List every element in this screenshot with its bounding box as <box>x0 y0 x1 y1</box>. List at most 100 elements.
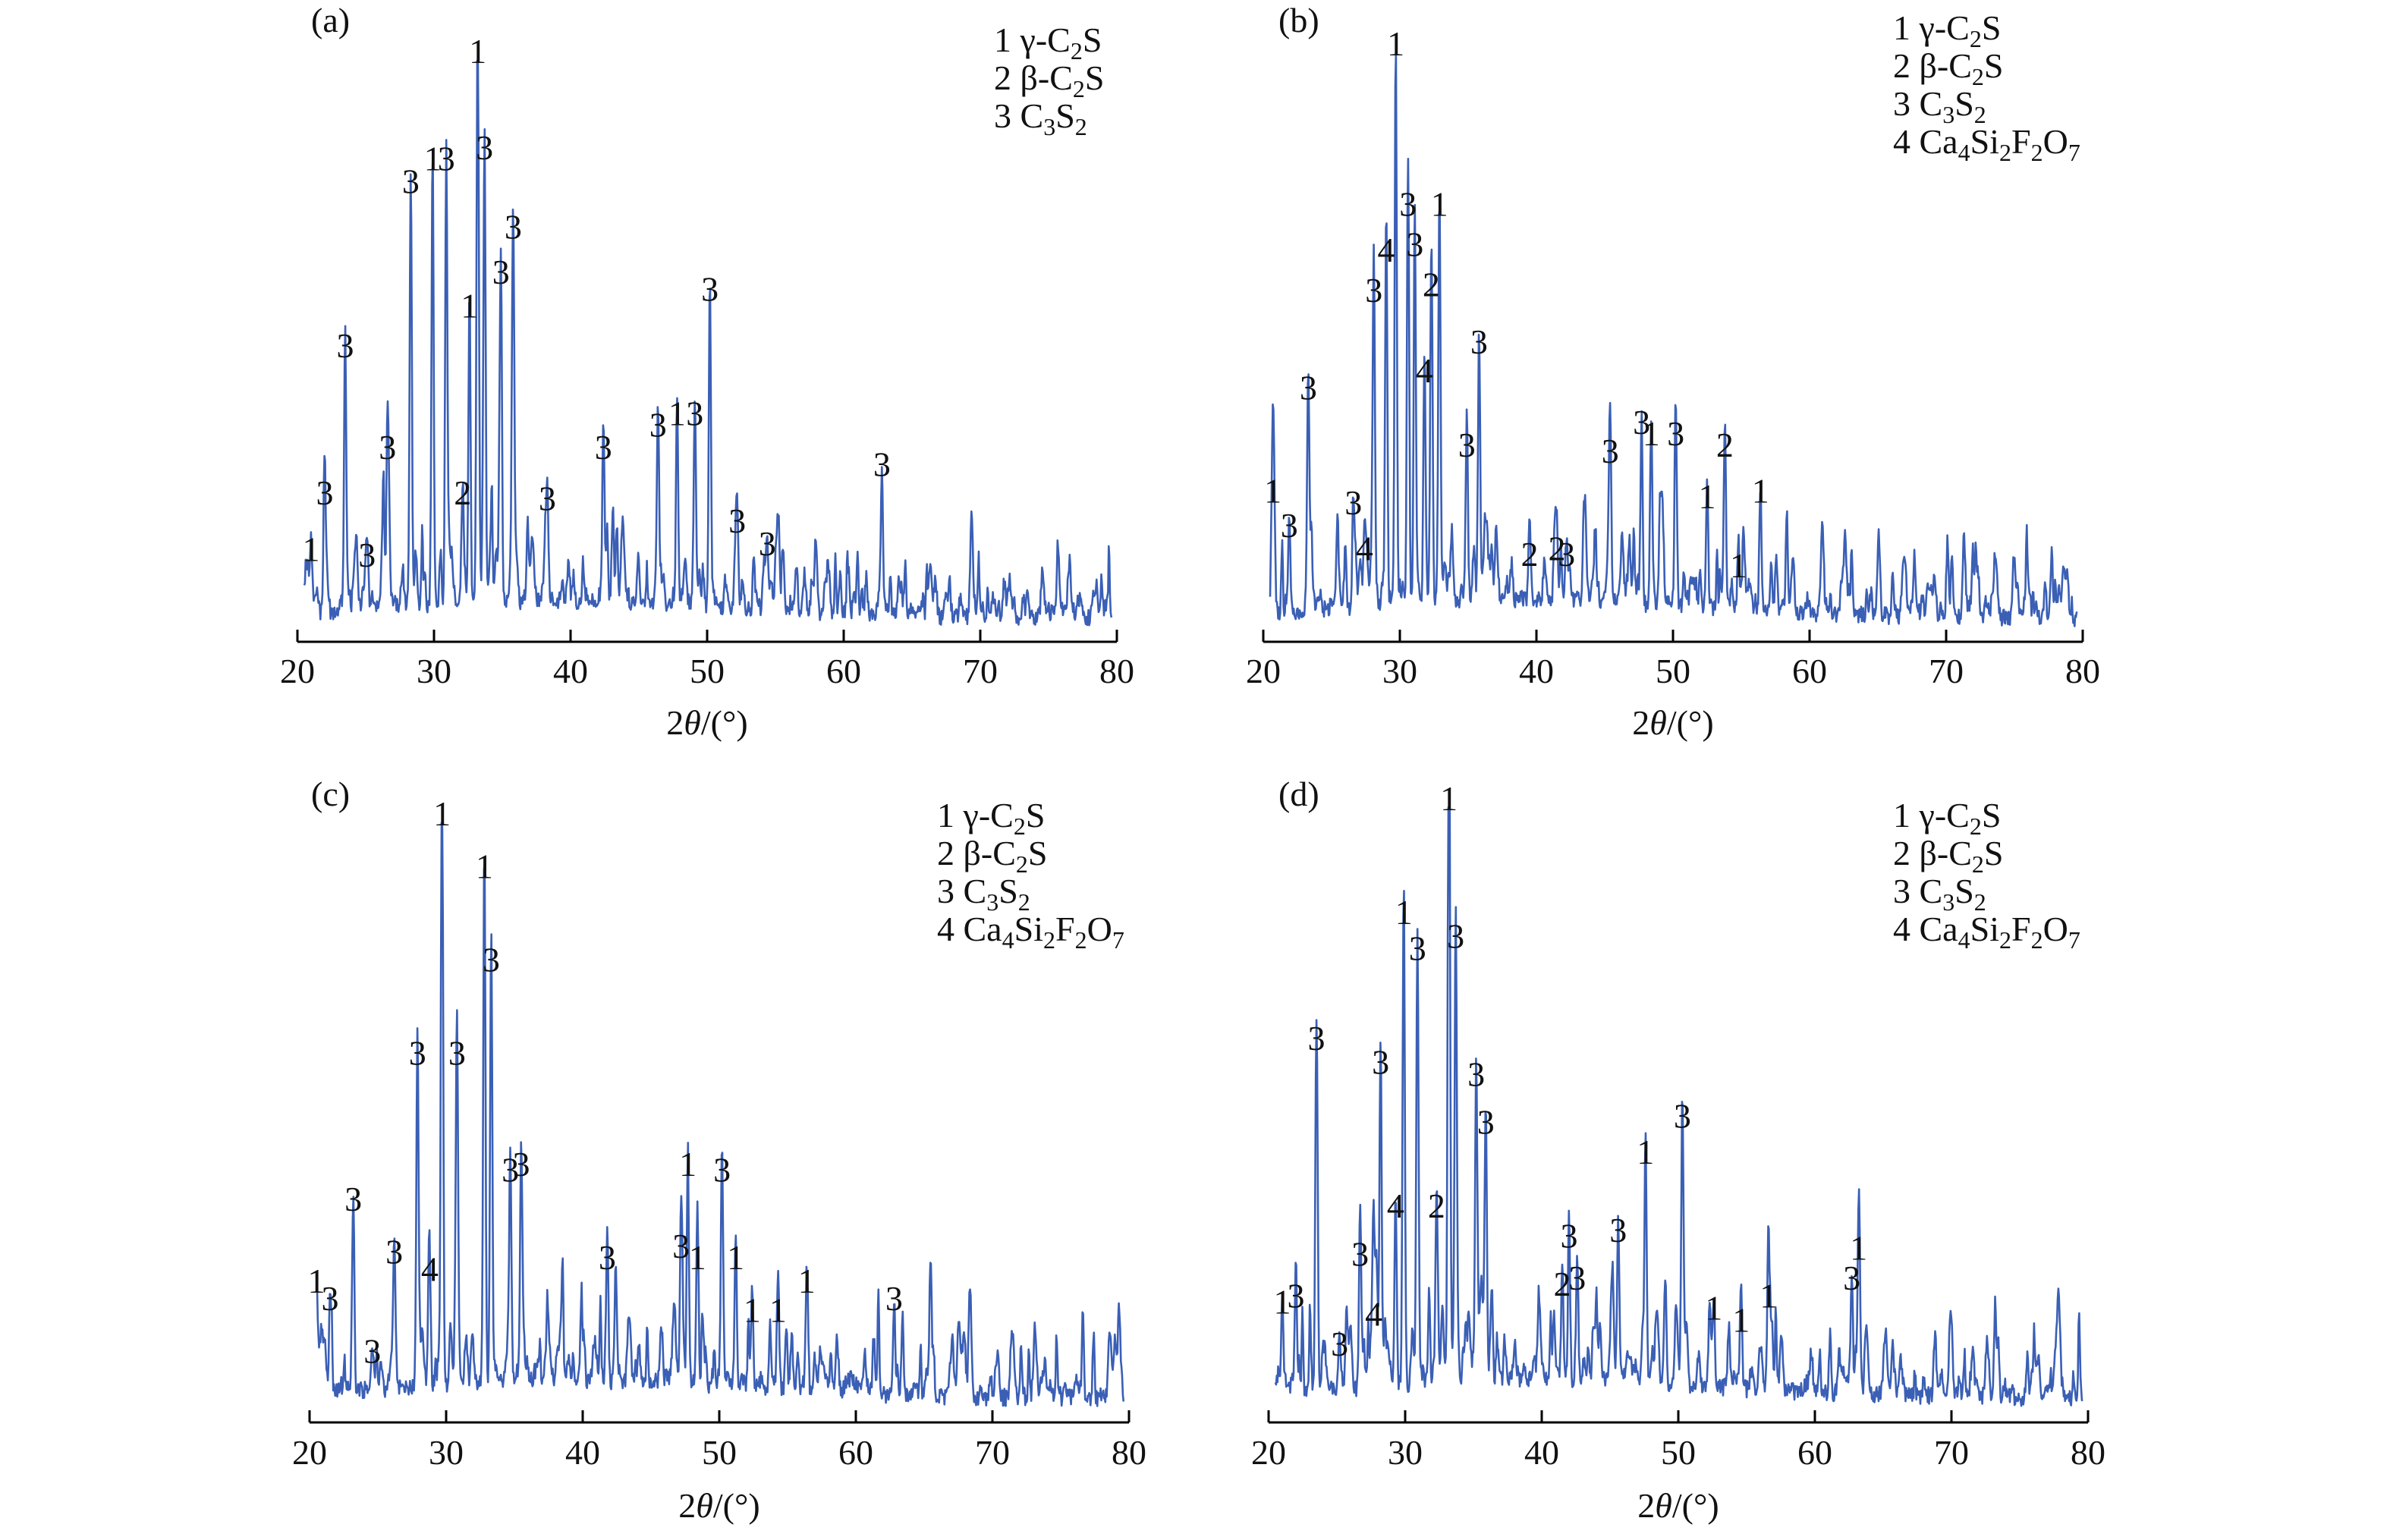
peak-label: 3 <box>1351 1234 1369 1273</box>
peak-label: 3 <box>409 1034 426 1073</box>
peak-label: 3 <box>1406 225 1423 264</box>
peak-label: 2 <box>1716 426 1734 464</box>
peak-label: 1 <box>727 1238 744 1277</box>
legend-entry: 3 C3S2 <box>937 872 1030 916</box>
peak-label: 3 <box>1399 185 1417 224</box>
x-axis-label: 2θ/(°) <box>1637 1486 1719 1525</box>
peak-label: 3 <box>1308 1019 1326 1058</box>
peak-label: 2 <box>1554 1265 1571 1303</box>
panel-label: (d) <box>1278 775 1319 813</box>
x-tick-label: 80 <box>1099 652 1134 690</box>
peak-label: 3 <box>344 1180 362 1218</box>
peak-label: 1 <box>1431 185 1448 224</box>
peak-label: 3 <box>483 941 500 979</box>
peak-label: 2 <box>1423 266 1440 304</box>
x-tick-label: 60 <box>1792 652 1827 690</box>
xrd-trace <box>303 59 1113 627</box>
x-tick-label: 30 <box>1382 652 1417 690</box>
peak-label: 3 <box>728 501 746 540</box>
peak-label: 3 <box>873 445 891 484</box>
peak-label: 3 <box>337 326 354 365</box>
peak-label: 1 <box>1730 546 1747 585</box>
peak-label: 1 <box>1705 1289 1722 1328</box>
peak-label: 3 <box>759 524 776 563</box>
x-tick-label: 80 <box>2071 1433 2105 1472</box>
peak-label: 4 <box>1378 231 1395 269</box>
peak-label: 3 <box>1447 917 1464 956</box>
panel-label: (b) <box>1278 1 1319 39</box>
peak-label: 3 <box>1300 369 1317 407</box>
x-tick-label: 40 <box>565 1433 600 1472</box>
peak-label: 4 <box>421 1250 439 1289</box>
chart-panel-d: 20 30 40 50 60 70 802θ/(°)(d)13333434132133323… <box>1251 775 2105 1525</box>
peak-label: 3 <box>1602 432 1619 470</box>
x-tick-label: 50 <box>1656 652 1690 690</box>
legend-entry: 1 γ-C2S <box>1893 8 2001 52</box>
peak-label: 1 <box>1387 24 1404 63</box>
peak-label: 3 <box>448 1034 466 1073</box>
x-tick-label: 50 <box>1661 1433 1696 1472</box>
x-tick-label: 40 <box>1524 1433 1559 1472</box>
peak-label: 4 <box>1356 529 1373 567</box>
x-axis-label: 2θ/(°) <box>678 1486 759 1525</box>
peak-label: 3 <box>1281 506 1298 545</box>
peak-label: 3 <box>599 1238 616 1277</box>
peak-label: 1 <box>1752 472 1769 511</box>
legend-entry: 1 γ-C2S <box>937 796 1045 840</box>
x-axis-label: 2θ/(°) <box>1632 703 1713 742</box>
peak-label: 1 <box>469 32 486 71</box>
peak-label: 3 <box>1409 929 1426 968</box>
x-tick-label: 80 <box>2065 652 2100 690</box>
peak-label: 3 <box>1568 1259 1586 1297</box>
peak-label: 3 <box>322 1279 339 1318</box>
peak-label: 3 <box>513 1145 530 1183</box>
x-tick-label: 20 <box>280 652 315 690</box>
panel-label: (c) <box>311 775 350 813</box>
peak-label: 3 <box>402 162 420 201</box>
x-tick-label: 60 <box>838 1433 873 1472</box>
peak-label: 1 <box>461 287 478 325</box>
peak-label: 3 <box>1667 414 1684 453</box>
peak-label: 3 <box>505 207 522 246</box>
peak-label: 3 <box>1331 1325 1348 1363</box>
x-tick-label: 20 <box>292 1433 327 1472</box>
chart-panel-a: 20 30 40 50 60 70 802θ/(°)(a)13333313211333333… <box>280 1 1134 742</box>
peak-label: 1 <box>689 1238 706 1277</box>
peak-label: 3 <box>595 428 612 467</box>
legend-entry: 2 β-C2S <box>994 58 1105 102</box>
peak-label: 3 <box>492 253 510 291</box>
peak-label: 3 <box>1633 403 1650 442</box>
peak-label: 1 <box>1732 1300 1750 1339</box>
peak-label: 3 <box>1558 535 1575 574</box>
x-tick-label: 60 <box>1797 1433 1832 1472</box>
x-tick-label: 70 <box>1929 652 1964 690</box>
peak-label: 1 <box>668 394 686 432</box>
xrd-trace <box>315 822 1125 1407</box>
peak-label: 3 <box>476 128 493 167</box>
peak-label: 2 <box>1549 529 1566 567</box>
legend-entry: 2 β-C2S <box>937 834 1048 878</box>
peak-label: 3 <box>686 394 703 432</box>
x-tick-label: 60 <box>826 652 861 690</box>
peak-label: 1 <box>303 530 320 568</box>
peak-label: 3 <box>1365 271 1382 310</box>
x-tick-label: 40 <box>553 652 588 690</box>
peak-label: 1 <box>744 1291 761 1330</box>
x-tick-label: 80 <box>1112 1433 1146 1472</box>
peak-label: 3 <box>1609 1211 1627 1249</box>
peak-label: 3 <box>1372 1043 1389 1082</box>
peak-label: 3 <box>1561 1217 1578 1256</box>
peak-label: 4 <box>1416 351 1433 390</box>
peak-label: 3 <box>701 269 719 308</box>
panel-label: (a) <box>311 1 350 39</box>
x-tick-label: 30 <box>417 652 451 690</box>
peak-label: 1 <box>1699 477 1716 516</box>
legend-entry: 1 γ-C2S <box>994 20 1102 64</box>
x-tick-label: 20 <box>1251 1433 1286 1472</box>
peak-label: 3 <box>502 1151 519 1190</box>
peak-label: 1 <box>1264 472 1281 511</box>
